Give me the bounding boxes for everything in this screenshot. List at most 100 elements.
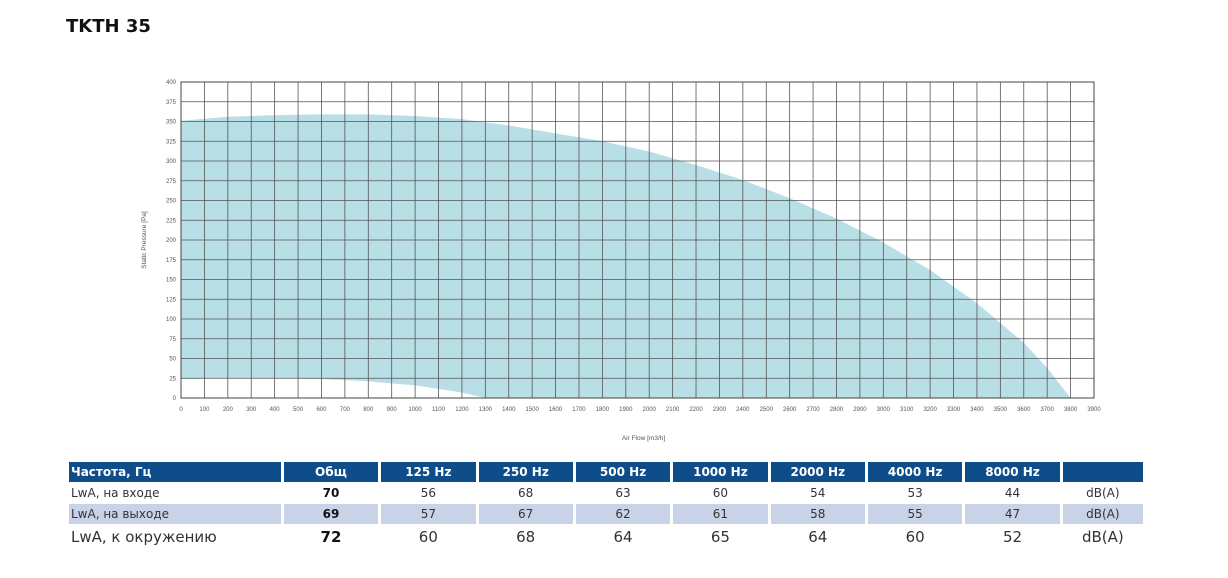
row-total: 72 bbox=[320, 528, 342, 546]
header-total: Общ bbox=[283, 462, 379, 482]
row-unit: dB(A) bbox=[1062, 504, 1143, 524]
y-tick-label: 325 bbox=[166, 139, 177, 145]
row-label: LwA, на выходе bbox=[69, 504, 281, 524]
x-tick-label: 2000 bbox=[643, 407, 657, 413]
cell-500hz: 63 bbox=[615, 486, 631, 500]
x-tick-label: 3900 bbox=[1087, 407, 1101, 413]
y-tick-label: 250 bbox=[166, 199, 177, 205]
x-tick-label: 600 bbox=[316, 407, 327, 413]
row-unit: dB(A) bbox=[1081, 528, 1124, 546]
row-unit: dB(A) bbox=[1086, 486, 1120, 500]
x-tick-label: 2100 bbox=[666, 407, 680, 413]
y-tick-label: 275 bbox=[166, 179, 177, 185]
cell-8000hz: 47 bbox=[965, 504, 1060, 524]
y-tick-label: 350 bbox=[166, 120, 177, 126]
x-tick-label: 1500 bbox=[525, 407, 539, 413]
x-tick-label: 1000 bbox=[408, 407, 422, 413]
cell-2000hz: 64 bbox=[808, 528, 828, 546]
x-tick-label: 2800 bbox=[830, 407, 844, 413]
y-tick-label: 175 bbox=[166, 258, 177, 264]
cell-500hz: 64 bbox=[613, 528, 633, 546]
x-tick-label: 500 bbox=[293, 407, 304, 413]
y-tick-label: 150 bbox=[166, 278, 177, 284]
cell-125hz: 60 bbox=[418, 528, 438, 546]
cell-500hz: 62 bbox=[575, 504, 671, 524]
x-tick-label: 3600 bbox=[1017, 407, 1031, 413]
x-tick-label: 2400 bbox=[736, 407, 750, 413]
x-tick-label: 3100 bbox=[900, 407, 914, 413]
y-tick-label: 400 bbox=[166, 80, 177, 86]
cell-8000hz: 44 bbox=[1004, 486, 1021, 500]
x-tick-label: 0 bbox=[179, 407, 183, 413]
y-tick-label: 200 bbox=[166, 238, 177, 244]
x-tick-label: 2500 bbox=[760, 407, 774, 413]
cell-250hz: 68 bbox=[518, 486, 534, 500]
row-label: LwA, к окружению bbox=[71, 528, 217, 546]
cell-4000hz: 60 bbox=[905, 528, 925, 546]
cell-2000hz: 54 bbox=[810, 486, 826, 500]
cell-8000hz: 52 bbox=[1002, 528, 1023, 546]
x-axis-label: Air Flow [m3/h] bbox=[622, 435, 666, 442]
x-tick-label: 2200 bbox=[689, 407, 703, 413]
x-tick-label: 2300 bbox=[713, 407, 727, 413]
x-tick-label: 1400 bbox=[502, 407, 516, 413]
y-tick-label: 100 bbox=[166, 317, 177, 323]
header-8000hz: 8000 Hz bbox=[965, 462, 1060, 482]
table-row-surroundings: LwA, к окружению 72 60 68 64 65 64 60 52… bbox=[69, 525, 1143, 549]
x-tick-label: 900 bbox=[387, 407, 398, 413]
x-tick-label: 1700 bbox=[572, 407, 586, 413]
x-tick-label: 1100 bbox=[432, 407, 446, 413]
x-tick-label: 100 bbox=[199, 407, 210, 413]
x-tick-label: 300 bbox=[246, 407, 257, 413]
cell-2000hz: 58 bbox=[770, 504, 865, 524]
y-tick-label: 125 bbox=[166, 297, 177, 303]
header-frequency: Частота, Гц bbox=[69, 462, 281, 482]
cell-1000hz: 60 bbox=[712, 486, 729, 500]
row-total: 70 bbox=[322, 486, 340, 500]
cell-125hz: 56 bbox=[420, 486, 436, 500]
cell-250hz: 68 bbox=[516, 528, 536, 546]
plot-frame bbox=[180, 81, 1095, 399]
x-tick-label: 2700 bbox=[806, 407, 820, 413]
table-row-outlet: LwA, на выходе 69 57 67 62 61 58 55 47 d… bbox=[69, 504, 1143, 524]
header-500hz: 500 Hz bbox=[575, 462, 671, 482]
x-tick-label: 1300 bbox=[479, 407, 493, 413]
header-4000hz: 4000 Hz bbox=[867, 462, 963, 482]
header-unit bbox=[1062, 462, 1143, 482]
y-axis-label: Static Pressure [Pa] bbox=[141, 211, 148, 269]
header-125hz: 125 Hz bbox=[381, 462, 476, 482]
fan-curve-chart: 0 100 200 300 400 500 600 700 800 900 1000 1100 1200… bbox=[141, 80, 1101, 442]
sound-power-table: Частота, Гц Общ 125 Hz 250 Hz 500 Hz 100… bbox=[66, 461, 1146, 550]
y-tick-label: 75 bbox=[169, 337, 176, 343]
y-tick-label: 25 bbox=[169, 376, 176, 382]
cell-4000hz: 53 bbox=[907, 486, 923, 500]
cell-250hz: 67 bbox=[478, 504, 573, 524]
row-total: 69 bbox=[283, 504, 379, 524]
x-tick-label: 1800 bbox=[596, 407, 610, 413]
x-tick-label: 1600 bbox=[549, 407, 563, 413]
x-tick-label: 3300 bbox=[947, 407, 961, 413]
x-tick-label: 3200 bbox=[923, 407, 937, 413]
header-2000hz: 2000 Hz bbox=[770, 462, 865, 482]
header-250hz: 250 Hz bbox=[478, 462, 573, 482]
x-tick-label: 2600 bbox=[783, 407, 797, 413]
row-label: LwA, на входе bbox=[71, 486, 160, 500]
header-1000hz: 1000 Hz bbox=[673, 462, 768, 482]
cell-1000hz: 61 bbox=[673, 504, 768, 524]
table-row-inlet: LwA, на входе 70 56 68 63 60 54 53 44 dB… bbox=[69, 483, 1143, 503]
x-tick-label: 3000 bbox=[877, 407, 891, 413]
x-tick-label: 3500 bbox=[994, 407, 1008, 413]
x-tick-label: 1200 bbox=[455, 407, 469, 413]
x-tick-label: 200 bbox=[223, 407, 234, 413]
y-tick-label: 375 bbox=[166, 100, 177, 106]
x-tick-label: 2900 bbox=[853, 407, 867, 413]
cell-4000hz: 55 bbox=[867, 504, 963, 524]
y-tick-label: 50 bbox=[169, 357, 176, 363]
x-tick-label: 3700 bbox=[1040, 407, 1054, 413]
cell-1000hz: 65 bbox=[710, 528, 730, 546]
y-tick-label: 300 bbox=[166, 159, 177, 165]
x-tick-label: 400 bbox=[270, 407, 281, 413]
x-tick-label: 3800 bbox=[1064, 407, 1078, 413]
x-tick-label: 700 bbox=[340, 407, 351, 413]
chart-title: TKTH 35 bbox=[66, 16, 151, 37]
